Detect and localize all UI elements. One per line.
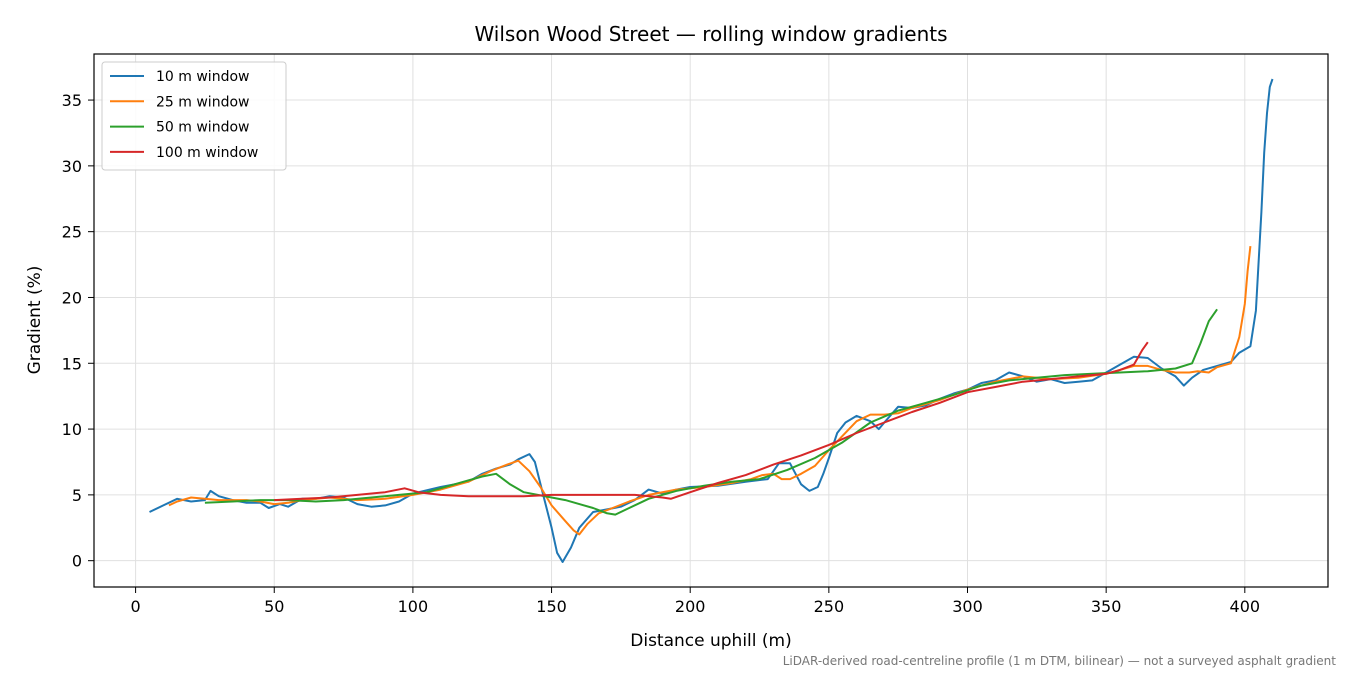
x-tick-label: 100	[398, 597, 429, 616]
chart-title: Wilson Wood Street — rolling window grad…	[474, 22, 947, 46]
x-tick-label: 350	[1091, 597, 1122, 616]
y-tick-label: 35	[62, 91, 82, 110]
legend-label-100-m-window: 100 m window	[156, 145, 258, 161]
x-tick-label: 300	[952, 597, 983, 616]
legend-label-10-m-window: 10 m window	[156, 69, 249, 85]
y-axis-label: Gradient (%)	[25, 266, 45, 375]
y-tick-label: 15	[62, 354, 82, 373]
y-tick-label: 0	[72, 552, 82, 571]
x-tick-label: 150	[536, 597, 567, 616]
x-tick-label: 250	[814, 597, 845, 616]
x-tick-label: 0	[131, 597, 141, 616]
y-tick-label: 25	[62, 223, 82, 242]
y-tick-label: 5	[72, 486, 82, 505]
y-tick-label: 10	[62, 420, 82, 439]
y-tick-label: 30	[62, 157, 82, 176]
y-tick-label: 20	[62, 288, 82, 307]
legend-label-25-m-window: 25 m window	[156, 94, 249, 110]
axis-ticks: 0 50 100 150 200 250 300 350 400 0 5 10 15 20 25 30 35	[62, 91, 1260, 616]
x-tick-label: 200	[675, 597, 706, 616]
series-line-10-m-window	[149, 78, 1274, 563]
x-tick-label: 50	[264, 597, 284, 616]
series-line-50-m-window	[204, 308, 1218, 516]
x-tick-label: 400	[1230, 597, 1261, 616]
footnote: LiDAR-derived road-centreline profile (1…	[783, 654, 1337, 668]
series-line-100-m-window	[274, 341, 1149, 502]
legend-box	[101, 61, 287, 171]
plot-frame	[93, 53, 1329, 588]
series-lines	[149, 78, 1274, 563]
x-axis-label: Distance uphill (m)	[630, 631, 791, 651]
series-line-25-m-window	[168, 245, 1252, 536]
legend-label-50-m-window: 50 m window	[156, 120, 249, 136]
legend: 10 m window 25 m window 50 m window 100 m w…	[101, 61, 287, 171]
